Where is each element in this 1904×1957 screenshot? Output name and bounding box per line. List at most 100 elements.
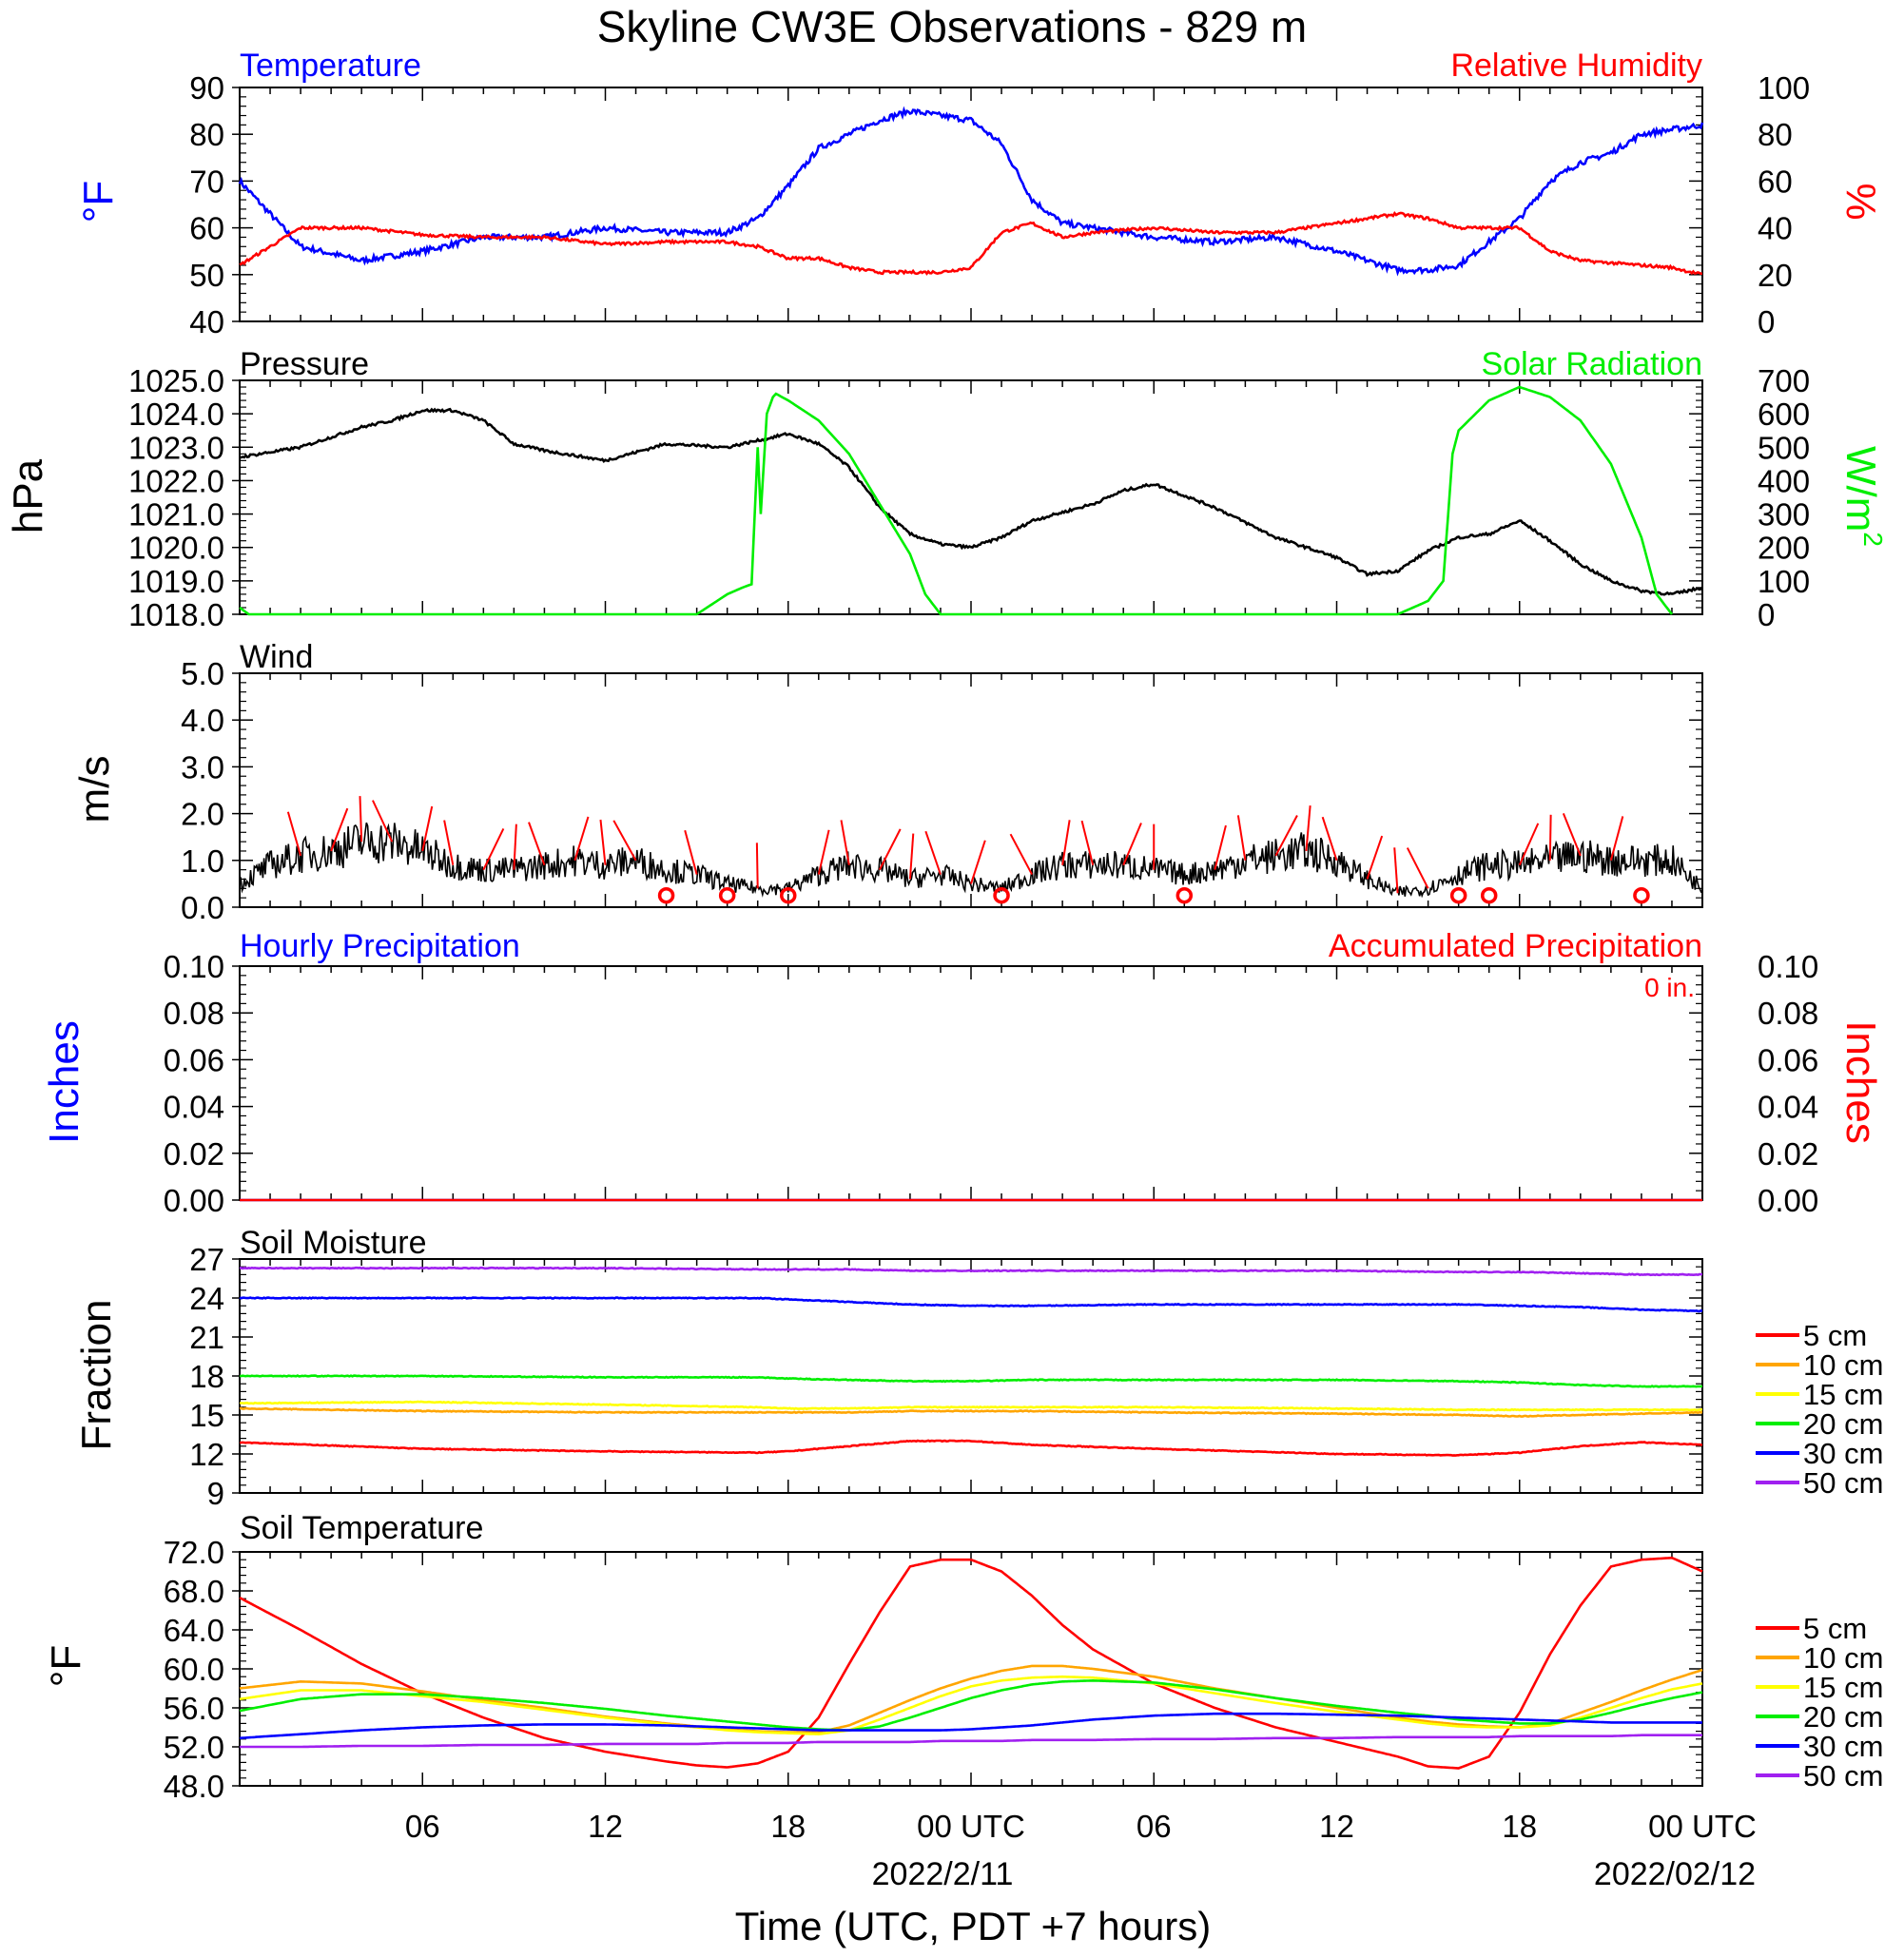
wind-barb (924, 830, 942, 875)
wind-barb (482, 828, 505, 871)
ylabel-left-precip: Inches (41, 1020, 87, 1144)
y-tick-label-left: 12 (189, 1437, 224, 1472)
x-date-label-2: 2022/02/12 (1594, 1856, 1756, 1892)
wind-barb (599, 819, 607, 865)
y-tick-label-left: 18 (189, 1359, 224, 1394)
x-date-label-1: 2022/2/11 (872, 1856, 1014, 1892)
wind-barb (1009, 833, 1033, 876)
plot-frame (239, 87, 1703, 322)
plot-frame (239, 965, 1703, 1201)
series-line-5-cm (239, 1439, 1703, 1457)
ylabel-right-solar-unit: W/m (1837, 446, 1884, 532)
series-line-wind-speed (239, 822, 1702, 899)
wind-barb (1321, 816, 1338, 862)
series-line-50-cm (240, 1734, 1702, 1749)
wind-barb (878, 828, 902, 871)
series-line-relative-humidity (239, 210, 1703, 276)
y-tick-label-right: 100 (1758, 564, 1810, 599)
x-tick-label: 00 UTC (1648, 1809, 1757, 1844)
y-tick-label-right: 80 (1758, 117, 1793, 152)
y-tick-label-left: 0.06 (164, 1042, 224, 1077)
y-tick-label-right: 0.08 (1758, 996, 1818, 1031)
wind-barb (286, 811, 302, 857)
ylabel-right-rh: % (1837, 183, 1884, 220)
ylabel-left-wind: m/s (71, 756, 118, 823)
wind-barb (359, 796, 363, 843)
y-tick-label-left: 48.0 (164, 1769, 224, 1804)
series-line-50-cm (239, 1266, 1702, 1277)
legend-label: 50 cm (1803, 1759, 1883, 1792)
y-tick-label-left: 0.08 (164, 996, 224, 1031)
y-tick-label-left: 0.04 (164, 1090, 224, 1125)
figure-title: Skyline CW3E Observations - 829 m (597, 2, 1308, 51)
calm-wind-circle (657, 886, 675, 904)
ylabel-right-precip: Inches (1837, 1020, 1884, 1144)
ylabel-left-pressure: hPa (5, 458, 51, 533)
calm-wind-circle (718, 886, 736, 904)
wind-barb (1274, 815, 1298, 857)
legend-label: 5 cm (1803, 1319, 1867, 1352)
plot-frame (239, 1551, 1703, 1787)
wind-barb (330, 807, 349, 852)
wind-barb (1366, 835, 1384, 880)
wind-barb (528, 822, 546, 866)
y-tick-label-left: 68.0 (164, 1574, 224, 1609)
y-tick-label-right: 40 (1758, 211, 1793, 246)
y-tick-label-left: 1.0 (181, 843, 224, 879)
legend-label: 30 cm (1803, 1437, 1883, 1470)
wind-barb (755, 843, 759, 889)
legend-label: 50 cm (1803, 1466, 1883, 1500)
y-tick-label-left: 27 (189, 1242, 224, 1277)
y-tick-label-left: 0.0 (181, 890, 224, 925)
series-line-5-cm (239, 1556, 1703, 1770)
wind-barb (1609, 816, 1624, 862)
y-tick-label-right: 0.06 (1758, 1042, 1818, 1077)
y-tick-label-left: 0.00 (164, 1183, 224, 1218)
wind-barb (1562, 813, 1582, 857)
plot-frame (239, 379, 1703, 615)
y-tick-label-right: 300 (1758, 497, 1810, 533)
x-tick-label: 18 (1502, 1809, 1537, 1844)
panel-temperature-rh: Temperature Relative Humidity °F % 90 100… (75, 48, 1884, 339)
ylabel-right-solar-sup: 2 (1858, 532, 1888, 547)
y-tick-label-left: 56.0 (164, 1691, 224, 1726)
panel-title-soil-moisture: Soil Moisture (240, 1225, 427, 1261)
x-tick-label: 06 (1137, 1809, 1172, 1844)
series-line-10-cm (239, 1664, 1703, 1734)
series-line-15-cm (239, 1675, 1703, 1736)
ylabel-right-solar: W/m2 (1837, 446, 1888, 547)
y-tick-label-right: 700 (1758, 363, 1810, 398)
x-tick-label: 06 (405, 1809, 440, 1844)
series-line-30-cm (239, 1712, 1702, 1740)
x-tick-label: 18 (770, 1809, 806, 1844)
wind-barb (443, 820, 455, 865)
y-tick-label-left: 72.0 (164, 1535, 224, 1570)
y-tick-label-right: 0.10 (1758, 949, 1818, 984)
y-tick-label-left: 1022.0 (128, 463, 224, 498)
precip-total-annotation: 0 in. (1644, 973, 1695, 1002)
y-tick-label-left: 1018.0 (128, 597, 224, 632)
y-tick-label-left: 15 (189, 1398, 224, 1433)
wind-barb (1080, 820, 1095, 865)
legend-label: 20 cm (1803, 1700, 1883, 1734)
wind-barb (1236, 815, 1247, 861)
y-tick-label-left: 1021.0 (128, 497, 224, 533)
y-tick-label-right: 500 (1758, 430, 1810, 465)
wind-barb (1061, 820, 1071, 865)
wind-barb (612, 820, 637, 862)
series-line-20-cm (239, 1678, 1703, 1732)
panel-title-accum-precip: Accumulated Precipitation (1329, 928, 1702, 964)
wind-barb (372, 800, 394, 843)
x-tick-label: 12 (1319, 1809, 1354, 1844)
series-line-solar-radiation (239, 385, 1674, 616)
y-tick-label-right: 0.00 (1758, 1183, 1818, 1218)
x-axis-label: Time (UTC, PDT +7 hours) (735, 1904, 1212, 1948)
series-line-10-cm (239, 1406, 1703, 1418)
ylabel-left-soil-temperature: °F (43, 1645, 89, 1687)
y-tick-label-right: 0.04 (1758, 1090, 1818, 1125)
wind-barb (1518, 823, 1540, 866)
y-tick-label-left: 5.0 (181, 656, 224, 691)
panel-title-relative-humidity: Relative Humidity (1450, 48, 1702, 84)
panel-precipitation: Hourly Precipitation Accumulated Precipi… (41, 928, 1884, 1218)
y-tick-label-left: 24 (189, 1281, 224, 1316)
